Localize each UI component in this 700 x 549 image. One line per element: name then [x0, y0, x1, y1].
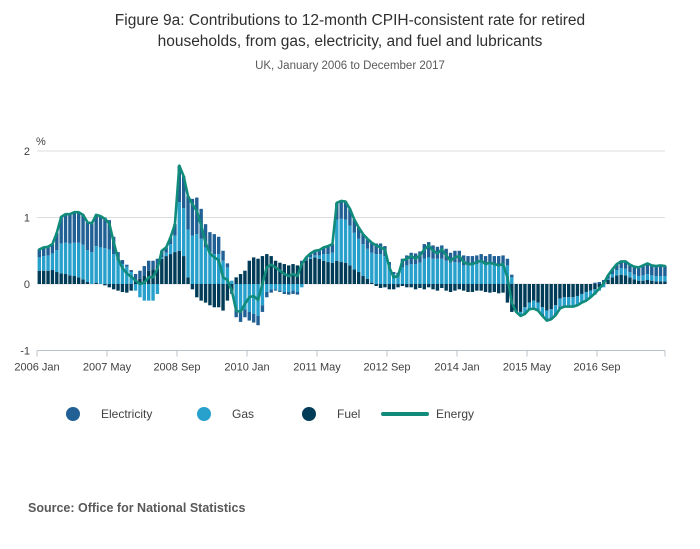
svg-text:1: 1	[24, 212, 30, 224]
svg-text:-1: -1	[20, 345, 30, 357]
legend-label: Electricity	[101, 406, 153, 421]
figure-subtitle: UK, January 2006 to December 2017	[255, 59, 445, 72]
svg-text:2014 Jan: 2014 Jan	[434, 361, 479, 373]
svg-text:2: 2	[24, 146, 30, 158]
chart-legend: Electricity Gas Fuel Energy	[0, 399, 700, 429]
legend-label: Energy	[436, 406, 475, 421]
svg-text:0: 0	[24, 279, 30, 291]
legend-item-fuel[interactable]: Fuel	[302, 399, 360, 429]
svg-text:2012 Sep: 2012 Sep	[363, 361, 410, 373]
energy-line-swatch-icon	[381, 411, 429, 416]
chart-canvas: 2 1 0 -1% 2006 Jan 2007 May 2008 Sep 2010 Jan 20…	[14, 136, 667, 373]
svg-text:2016 Sep: 2016 Sep	[573, 361, 620, 373]
legend-label: Fuel	[337, 406, 361, 421]
svg-text:2011 May: 2011 May	[293, 361, 341, 373]
svg-text:2007 May: 2007 May	[83, 361, 132, 373]
legend-item-gas[interactable]: Gas	[197, 399, 254, 429]
fuel-dot-icon	[302, 406, 316, 421]
svg-text:2008 Sep: 2008 Sep	[153, 361, 200, 373]
svg-text:2010 Jan: 2010 Jan	[224, 361, 269, 373]
source-note: Source: Office for National Statistics	[28, 500, 246, 515]
svg-text:2006 Jan: 2006 Jan	[14, 361, 59, 373]
legend-item-electricity[interactable]: Electricity	[66, 399, 152, 429]
svg-text:%: %	[36, 136, 46, 148]
svg-text:2015 May: 2015 May	[503, 361, 552, 373]
gas-dot-icon	[197, 406, 211, 421]
figure-title: Figure 9a: Contributions to 12-month CPI…	[114, 12, 586, 51]
electricity-dot-icon	[66, 406, 80, 421]
legend-label: Gas	[232, 406, 255, 421]
legend-item-energy[interactable]: Energy	[381, 399, 474, 429]
